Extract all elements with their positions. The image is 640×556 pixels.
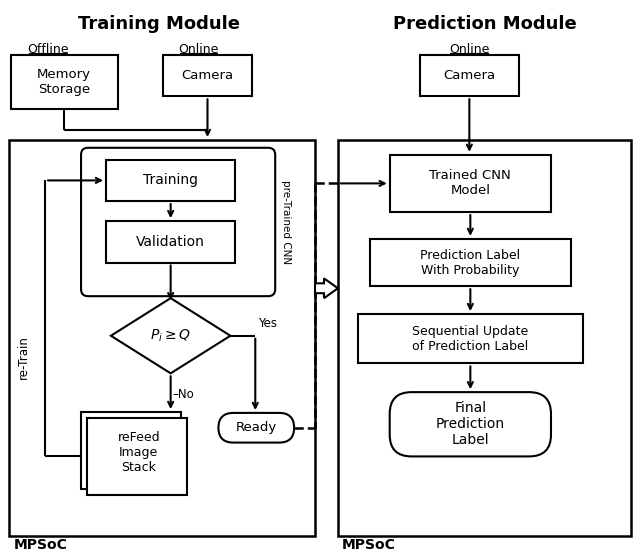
FancyBboxPatch shape [390,155,551,212]
FancyBboxPatch shape [12,55,118,109]
Text: Training Module: Training Module [77,15,240,33]
Text: Yes: Yes [259,317,277,330]
Text: Offline: Offline [28,43,69,56]
Text: –No: –No [173,388,195,401]
Polygon shape [315,279,338,298]
FancyBboxPatch shape [81,148,275,296]
Text: Online: Online [179,43,219,56]
FancyBboxPatch shape [87,418,187,495]
Text: MPSoC: MPSoC [342,538,396,552]
Text: re-Train: re-Train [17,336,30,379]
FancyBboxPatch shape [10,140,315,535]
FancyBboxPatch shape [338,140,630,535]
FancyBboxPatch shape [218,413,294,443]
Text: reFeed
Image
Stack: reFeed Image Stack [118,431,160,474]
Text: Sequential Update
of Prediction Label: Sequential Update of Prediction Label [412,325,529,353]
Text: Prediction Label
With Probability: Prediction Label With Probability [420,249,520,276]
Text: Validation: Validation [136,235,205,249]
Polygon shape [111,298,230,373]
Text: Online: Online [449,43,490,56]
Text: pre-Trained CNN: pre-Trained CNN [281,180,291,264]
FancyBboxPatch shape [163,55,252,96]
Text: Final
Prediction
Label: Final Prediction Label [436,400,505,447]
Text: Trained CNN
Model: Trained CNN Model [429,170,511,197]
FancyBboxPatch shape [106,160,236,201]
Text: MPSoC: MPSoC [13,538,67,552]
FancyBboxPatch shape [370,239,571,286]
FancyBboxPatch shape [390,392,551,456]
Text: Ready: Ready [236,421,277,434]
Text: Camera: Camera [181,69,234,82]
Text: Memory
Storage: Memory Storage [37,67,91,96]
FancyBboxPatch shape [358,314,583,364]
Text: $P_i \geq Q$: $P_i \geq Q$ [150,327,191,344]
Text: Training: Training [143,173,198,187]
FancyBboxPatch shape [106,221,236,262]
Text: Camera: Camera [444,69,495,82]
FancyBboxPatch shape [81,412,180,489]
Text: Prediction Module: Prediction Module [394,15,577,33]
FancyBboxPatch shape [420,55,519,96]
